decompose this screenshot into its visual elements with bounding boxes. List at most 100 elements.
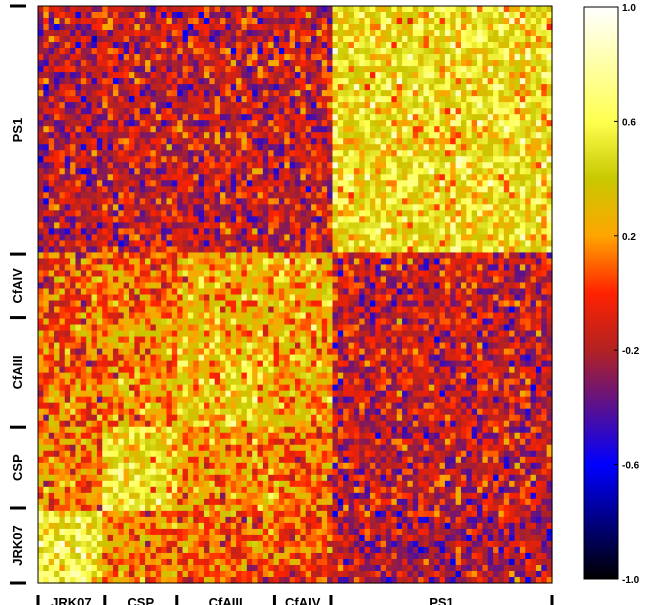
heatmap-cell [455,270,462,278]
heatmap-cell [487,102,494,109]
heatmap-cell [418,132,425,139]
heatmap-cell [107,84,114,91]
heatmap-cell [477,168,483,175]
heatmap-cell [150,228,157,235]
heatmap-cell [375,54,382,61]
heatmap-cell [455,132,462,139]
heatmap-cell [123,48,130,55]
heatmap-cell [70,114,77,121]
heatmap-cell [386,180,392,187]
heatmap-cell [321,162,328,169]
heatmap-cell [54,198,61,205]
heatmap-cell [343,6,350,13]
heatmap-cell [316,126,323,133]
heatmap-cell [295,138,301,145]
heatmap-cell [278,240,285,248]
heatmap-cell [96,222,103,229]
heatmap-cell [284,90,291,97]
heatmap-cell [423,150,430,157]
heatmap-cell [321,240,328,248]
heatmap-cell [295,114,301,121]
heatmap-cell [241,84,248,91]
heatmap-cell [396,228,403,235]
heatmap-cell [332,312,339,320]
heatmap-cell [444,192,451,199]
heatmap-cell [386,216,392,223]
heatmap-cell [145,168,152,175]
heatmap-cell [364,264,371,272]
heatmap-cell [230,186,237,193]
heatmap-cell [503,258,510,266]
heatmap-cell [139,120,146,127]
heatmap-cell [439,234,446,242]
heatmap-cell [150,72,157,79]
heatmap-cell [203,72,210,79]
heatmap-cell [289,258,296,266]
heatmap-cell [300,276,307,284]
heatmap-cell [487,192,494,199]
heatmap-cell [171,240,178,248]
heatmap-cell [54,246,61,254]
heatmap-cell [193,96,200,103]
heatmap-cell [423,252,430,260]
heatmap-cell [145,210,152,217]
heatmap-cell [337,258,344,266]
heatmap-cell [391,186,398,193]
heatmap-cell [300,222,307,229]
heatmap-cell [380,60,387,67]
heatmap-cell [450,156,457,163]
heatmap-cell [477,72,483,79]
heatmap-cell [428,210,435,217]
heatmap-cell [428,300,435,308]
heatmap-cell [541,270,548,278]
heatmap-cell [546,180,553,187]
heatmap-cell [289,72,296,79]
heatmap-cell [102,126,109,133]
heatmap-cell [439,204,446,211]
heatmap-cell [118,12,125,19]
heatmap-cell [150,252,157,260]
heatmap-cell [311,90,318,97]
heatmap-cell [525,312,532,320]
heatmap-cell [455,18,462,25]
heatmap-cell [198,144,205,151]
heatmap-cell [161,270,168,278]
heatmap-cell [230,246,237,254]
heatmap-cell [203,120,210,127]
heatmap-cell [241,12,248,19]
heatmap-cell [439,60,446,67]
heatmap-cell [187,198,194,205]
heatmap-cell [348,108,355,115]
heatmap-cell [75,186,82,193]
heatmap-cell [493,60,500,67]
heatmap-cell [177,252,184,260]
heatmap-cell [321,24,328,31]
heatmap-cell [48,204,55,211]
heatmap-cell [171,24,178,31]
heatmap-cell [541,54,548,61]
heatmap-cell [353,186,360,193]
heatmap-cell [316,240,323,248]
heatmap-cell [364,306,371,314]
heatmap-cell [177,90,184,97]
heatmap-cell [391,210,398,217]
heatmap-cell [343,36,350,43]
heatmap-cell [182,114,189,121]
heatmap-cell [177,234,184,242]
heatmap-cell [343,162,350,169]
heatmap-cell [129,96,135,103]
heatmap-cell [466,192,473,199]
heatmap-cell [225,300,232,308]
heatmap-cell [187,180,194,187]
heatmap-cell [311,96,318,103]
heatmap-cell [391,306,398,314]
heatmap-cell [327,186,334,193]
heatmap-cell [439,84,446,91]
heatmap-cell [257,126,264,133]
heatmap-cell [380,312,387,320]
heatmap-cell [220,270,226,278]
heatmap-cell [182,132,189,139]
heatmap-cell [236,30,243,37]
heatmap-cell [519,102,526,109]
heatmap-cell [64,150,71,157]
